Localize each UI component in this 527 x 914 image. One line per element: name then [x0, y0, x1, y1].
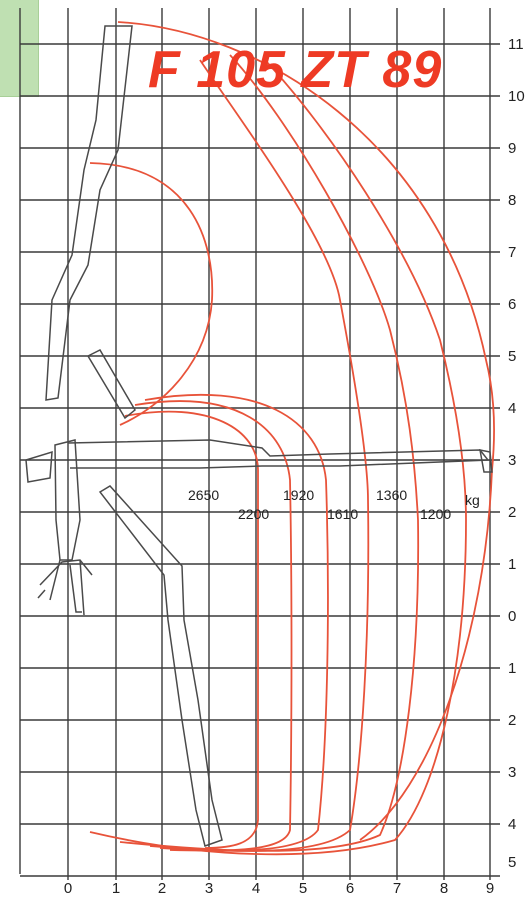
load-curves	[89, 21, 495, 856]
load-curve-1610	[149, 59, 370, 852]
x-tick-6: 6	[346, 880, 354, 897]
load-curve-2200	[134, 400, 293, 852]
y-tick-10: 10	[508, 88, 525, 105]
y-tick-neg3: 3	[508, 764, 516, 781]
crane-seat	[25, 450, 53, 483]
crane-stabilizer-leg	[69, 564, 82, 613]
y-tick-2: 2	[508, 504, 516, 521]
crane-column	[54, 439, 81, 561]
y-tick-11: 11	[508, 36, 524, 53]
y-tick-5: 5	[508, 348, 516, 365]
x-tick-0: 0	[64, 880, 72, 897]
y-tick-8: 8	[508, 192, 516, 209]
y-tick-3: 3	[508, 452, 516, 469]
y-tick-9: 9	[508, 140, 516, 157]
load-label-1920: 1920	[283, 487, 314, 503]
load-unit-label: kg	[465, 492, 480, 508]
reach-curve-inner	[89, 162, 214, 426]
y-tick-neg2: 2	[508, 712, 516, 729]
boom-inclined-short	[86, 349, 136, 420]
x-tick-7: 7	[393, 880, 401, 897]
load-curve-1920	[144, 393, 329, 852]
x-axis-ticks: 0 1 2 3 4 5 6 7 8 9	[64, 880, 494, 897]
load-label-2200: 2200	[238, 506, 269, 522]
boom-vertical	[45, 25, 133, 401]
x-tick-1: 1	[112, 880, 120, 897]
y-tick-4: 4	[508, 400, 516, 417]
model-title: F 105 ZT 89	[148, 41, 443, 99]
y-tick-1: 1	[508, 556, 516, 573]
y-tick-neg1: 1	[508, 660, 516, 677]
reach-curve-outer	[117, 21, 495, 841]
load-label-2650: 2650	[188, 487, 219, 503]
y-axis-ticks: 11 10 9 8 7 6 5 4 3 2 1 0 1 2 3 4 5	[508, 36, 525, 871]
x-tick-9: 9	[486, 880, 494, 897]
crane-outline-drawing	[25, 25, 493, 847]
x-tick-8: 8	[440, 880, 448, 897]
x-tick-3: 3	[205, 880, 213, 897]
x-tick-2: 2	[158, 880, 166, 897]
y-tick-7: 7	[508, 244, 516, 261]
y-tick-0: 0	[508, 608, 516, 625]
y-tick-6: 6	[508, 296, 516, 313]
load-label-1360: 1360	[376, 487, 407, 503]
load-label-1610: 1610	[327, 506, 358, 522]
x-tick-4: 4	[252, 880, 260, 897]
crane-outriggers	[37, 559, 93, 616]
load-curve-2650	[124, 410, 259, 849]
y-tick-neg5: 5	[508, 854, 516, 871]
load-curve-1360	[119, 54, 420, 852]
load-curve-1200	[89, 59, 467, 856]
boom-horizontal-tip	[479, 449, 493, 473]
load-labels: 2650 2200 1920 1610 1360 1200 kg	[188, 487, 480, 522]
y-tick-neg4: 4	[508, 816, 516, 833]
load-label-1200: 1200	[420, 506, 451, 522]
boom-lowered	[98, 485, 223, 847]
x-tick-5: 5	[299, 880, 307, 897]
